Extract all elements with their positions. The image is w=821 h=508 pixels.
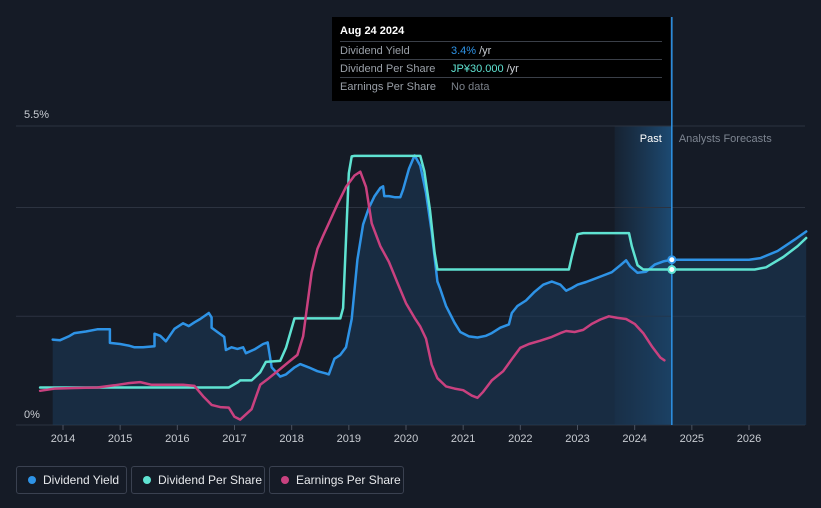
x-tick-label: 2016	[165, 433, 189, 445]
x-tick-label: 2019	[337, 433, 361, 445]
x-tick-label: 2024	[622, 433, 646, 445]
x-tick-label: 2017	[222, 433, 246, 445]
tooltip-value: 3.4%	[451, 45, 477, 57]
tooltip-date: Aug 24 2024	[340, 25, 405, 37]
legend-item-dividend-yield[interactable]: Dividend Yield	[16, 466, 127, 494]
x-tick-label: 2023	[565, 433, 589, 445]
past-region-label: Past	[640, 133, 662, 145]
series-area-dividend-yield	[52, 155, 807, 425]
legend-item-earnings-per-share[interactable]: Earnings Per Share	[269, 466, 404, 494]
x-tick-label: 2022	[508, 433, 532, 445]
hover-markers	[667, 255, 677, 275]
x-tick-label: 2026	[737, 433, 761, 445]
tooltip-label: Dividend Yield	[340, 45, 410, 57]
tooltip-row-dividend-yield: Dividend Yield 3.4%/yr	[340, 41, 662, 60]
hover-tooltip: Aug 24 2024 Dividend Yield 3.4%/yr Divid…	[332, 17, 670, 101]
tooltip-value: JP¥30.000	[451, 63, 504, 75]
x-tick-label: 2014	[51, 433, 75, 445]
y-axis-top-label: 5.5%	[24, 109, 49, 121]
x-axis-ticks: 2014 2015 2016 2017 2018 2019 2020 2021 2022 2023…	[51, 425, 761, 445]
hover-marker-dividend-yield	[667, 255, 677, 265]
tooltip-row-earnings-per-share: Earnings Per Share No data	[340, 77, 662, 96]
series-line-dividend-per-share	[38, 154, 808, 389]
legend-dot-icon	[281, 476, 289, 484]
tooltip-row-dividend-per-share: Dividend Per Share JP¥30.000/yr	[340, 59, 662, 78]
x-tick-label: 2020	[394, 433, 418, 445]
tooltip-suffix: /yr	[479, 45, 492, 57]
forecast-region-label: Analysts Forecasts	[679, 133, 772, 145]
tooltip-label: Dividend Per Share	[340, 63, 436, 75]
legend-dot-icon	[143, 476, 151, 484]
series-line-dividend-yield	[51, 154, 808, 378]
tooltip-value: No data	[451, 81, 490, 93]
series-layer	[38, 154, 808, 425]
legend-item-dividend-per-share[interactable]: Dividend Per Share	[131, 466, 265, 494]
hover-marker-dividend-per-share	[667, 265, 677, 275]
legend-label: Dividend Per Share	[158, 473, 263, 487]
legend-label: Dividend Yield	[43, 473, 120, 487]
tooltip-label: Earnings Per Share	[340, 81, 436, 93]
y-axis-bottom-label: 0%	[24, 409, 40, 421]
x-tick-label: 2025	[680, 433, 704, 445]
x-tick-label: 2018	[279, 433, 303, 445]
series-line-earnings-per-share	[38, 170, 666, 421]
x-tick-label: 2021	[451, 433, 475, 445]
x-tick-label: 2015	[108, 433, 132, 445]
legend-dot-icon	[28, 476, 36, 484]
legend-label: Earnings Per Share	[296, 473, 401, 487]
tooltip-suffix: /yr	[506, 63, 519, 75]
